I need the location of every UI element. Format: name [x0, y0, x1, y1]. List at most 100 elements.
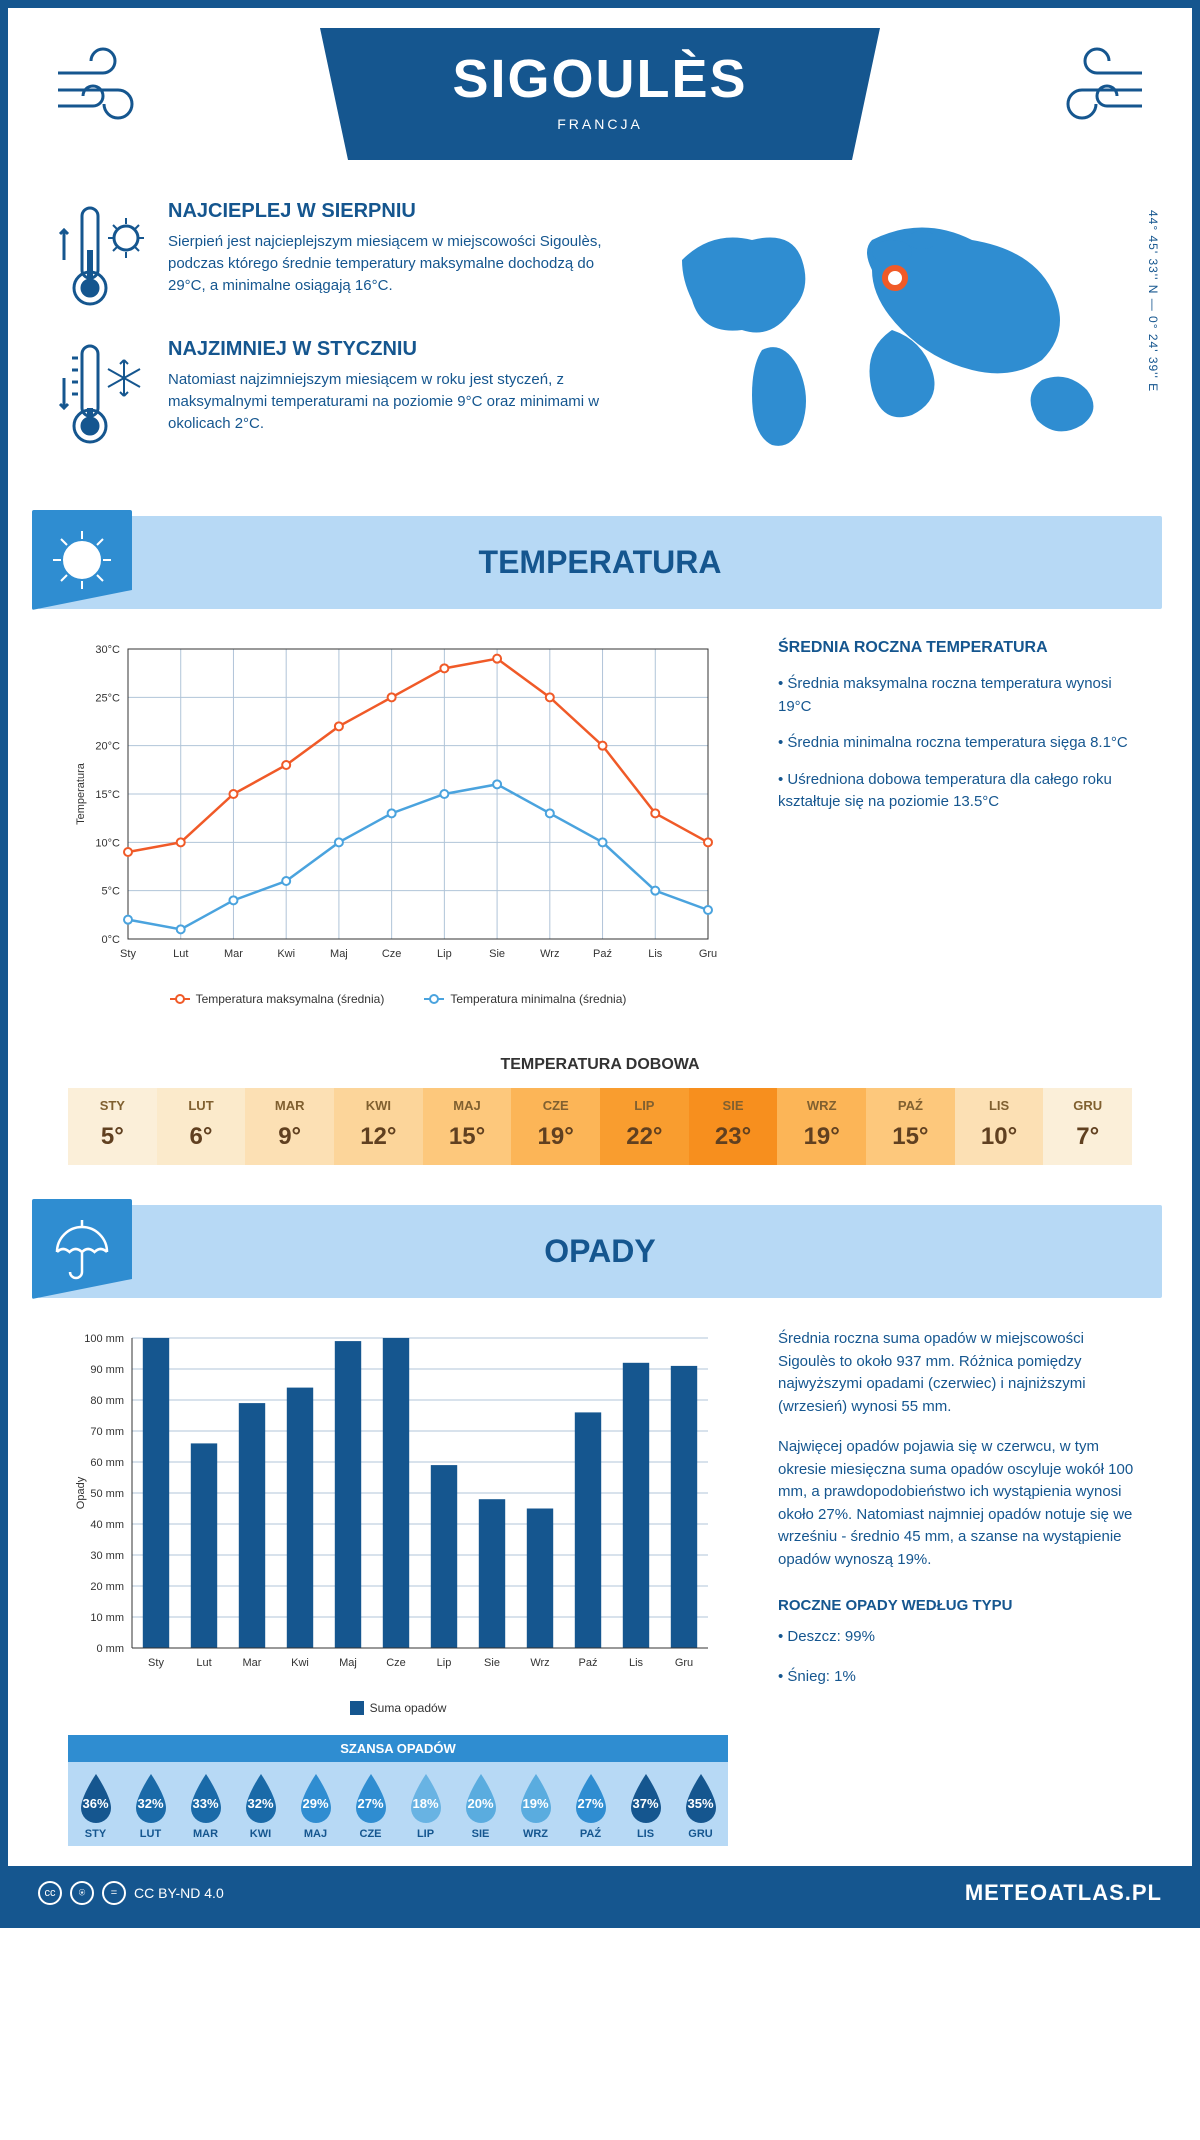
temperature-summary: ŚREDNIA ROCZNA TEMPERATURA • Średnia mak…: [778, 639, 1138, 1006]
svg-text:Lip: Lip: [437, 1657, 452, 1669]
section-banner-precip: OPADY: [38, 1205, 1162, 1298]
svg-text:Kwi: Kwi: [291, 1657, 309, 1669]
month-label: KWI: [233, 1828, 288, 1840]
precip-summary: Średnia roczna suma opadów w miejscowośc…: [778, 1328, 1138, 1846]
daily-temp-title: TEMPERATURA DOBOWA: [8, 1056, 1192, 1074]
license-text: CC BY-ND 4.0: [134, 1885, 224, 1901]
chance-cell: 35% GRU: [673, 1772, 728, 1840]
daily-value: 12°: [334, 1123, 423, 1151]
month-label: MAJ: [288, 1828, 343, 1840]
daily-cell: PAŹ15°: [866, 1088, 955, 1165]
svg-text:0°C: 0°C: [102, 934, 121, 946]
aside-title: ŚREDNIA ROCZNA TEMPERATURA: [778, 639, 1138, 657]
drop-icon: 19%: [515, 1772, 557, 1824]
month-label: PAŹ: [563, 1828, 618, 1840]
chance-title: SZANSA OPADÓW: [68, 1735, 728, 1762]
daily-temp-table: STY5°LUT6°MAR9°KWI12°MAJ15°CZE19°LIP22°S…: [68, 1088, 1132, 1165]
precip-type-title: ROCZNE OPADY WEDŁUG TYPU: [778, 1595, 1138, 1618]
wind-icon: [1052, 38, 1152, 152]
daily-cell: LUT6°: [157, 1088, 246, 1165]
svg-text:15°C: 15°C: [95, 789, 120, 801]
drop-icon: 29%: [295, 1772, 337, 1824]
svg-text:40 mm: 40 mm: [90, 1519, 124, 1531]
month-label: CZE: [511, 1098, 600, 1113]
chance-cell: 33% MAR: [178, 1772, 233, 1840]
chance-cell: 19% WRZ: [508, 1772, 563, 1840]
chance-cell: 32% KWI: [233, 1772, 288, 1840]
svg-text:Gru: Gru: [675, 1657, 693, 1669]
section-banner-temperature: TEMPERATURA: [38, 516, 1162, 609]
chance-cell: 37% LIS: [618, 1772, 673, 1840]
daily-value: 22°: [600, 1123, 689, 1151]
chance-cell: 32% LUT: [123, 1772, 178, 1840]
fact-cold-title: NAJZIMNIEJ W STYCZNIU: [168, 338, 622, 361]
svg-text:Lis: Lis: [629, 1657, 644, 1669]
month-label: MAR: [245, 1098, 334, 1113]
svg-text:Mar: Mar: [243, 1657, 262, 1669]
legend-precip: Suma opadów: [350, 1701, 447, 1715]
cc-icon: cc: [38, 1881, 62, 1905]
svg-text:Lis: Lis: [648, 948, 663, 960]
drop-icon: 35%: [680, 1772, 722, 1824]
country-label: FRANCJA: [360, 116, 840, 132]
section-title: OPADY: [544, 1233, 655, 1269]
month-label: GRU: [673, 1828, 728, 1840]
svg-text:20 mm: 20 mm: [90, 1581, 124, 1593]
svg-text:80 mm: 80 mm: [90, 1395, 124, 1407]
svg-text:Opady: Opady: [75, 1476, 87, 1509]
month-label: WRZ: [777, 1098, 866, 1113]
svg-text:Gru: Gru: [699, 948, 717, 960]
svg-text:Mar: Mar: [224, 948, 243, 960]
header: SIGOULÈS FRANCJA: [8, 8, 1192, 190]
svg-text:Lut: Lut: [173, 948, 188, 960]
thermometer-cold-icon: [58, 338, 148, 448]
intro-row: NAJCIEPLEJ W SIERPNIU Sierpień jest najc…: [8, 190, 1192, 506]
month-label: LIS: [955, 1098, 1044, 1113]
footer: cc ⍟ = CC BY-ND 4.0 METEOATLAS.PL: [8, 1866, 1192, 1920]
month-label: MAR: [178, 1828, 233, 1840]
svg-text:Temperatura: Temperatura: [75, 762, 87, 825]
svg-text:Sty: Sty: [148, 1657, 164, 1669]
svg-text:Cze: Cze: [382, 948, 402, 960]
precip-type: • Deszcz: 99%: [778, 1626, 1138, 1649]
nd-icon: =: [102, 1881, 126, 1905]
month-label: STY: [68, 1828, 123, 1840]
precip-bar-chart: 0 mm10 mm20 mm30 mm40 mm50 mm60 mm70 mm8…: [68, 1328, 728, 1846]
daily-cell: MAR9°: [245, 1088, 334, 1165]
section-title: TEMPERATURA: [479, 544, 722, 580]
month-label: STY: [68, 1098, 157, 1113]
svg-text:Sie: Sie: [484, 1657, 500, 1669]
daily-value: 19°: [777, 1123, 866, 1151]
aside-bullet: • Średnia maksymalna roczna temperatura …: [778, 673, 1138, 718]
legend-label: Suma opadów: [370, 1701, 447, 1715]
svg-text:5°C: 5°C: [102, 886, 121, 898]
temperature-line-chart: 0°C5°C10°C15°C20°C25°C30°CStyLutMarKwiMa…: [68, 639, 728, 1006]
svg-text:Maj: Maj: [339, 1657, 357, 1669]
site-prefix: METEO: [965, 1880, 1048, 1905]
chance-cell: 20% SIE: [453, 1772, 508, 1840]
aside-bullet: • Średnia minimalna roczna temperatura s…: [778, 732, 1138, 755]
daily-value: 19°: [511, 1123, 600, 1151]
coords-label: 44° 45' 33'' N — 0° 24' 39'' E: [1146, 210, 1160, 392]
svg-text:Wrz: Wrz: [540, 948, 559, 960]
world-map: 44° 45' 33'' N — 0° 24' 39'' E: [662, 200, 1142, 476]
daily-value: 10°: [955, 1123, 1044, 1151]
chance-cell: 18% LIP: [398, 1772, 453, 1840]
svg-text:100 mm: 100 mm: [84, 1333, 124, 1345]
chance-cell: 27% CZE: [343, 1772, 398, 1840]
fact-cold: NAJZIMNIEJ W STYCZNIU Natomiast najzimni…: [58, 338, 622, 448]
month-label: LIP: [398, 1828, 453, 1840]
daily-value: 6°: [157, 1123, 246, 1151]
thermometer-hot-icon: [58, 200, 148, 310]
daily-value: 15°: [866, 1123, 955, 1151]
daily-cell: GRU7°: [1043, 1088, 1132, 1165]
month-label: SIE: [453, 1828, 508, 1840]
svg-text:Paź: Paź: [579, 1657, 598, 1669]
svg-text:Wrz: Wrz: [530, 1657, 549, 1669]
umbrella-icon: [32, 1199, 132, 1299]
daily-cell: LIS 10°: [955, 1088, 1044, 1165]
svg-text:Kwi: Kwi: [277, 948, 295, 960]
svg-text:Lut: Lut: [196, 1657, 211, 1669]
drop-icon: 27%: [350, 1772, 392, 1824]
daily-cell: CZE 19°: [511, 1088, 600, 1165]
